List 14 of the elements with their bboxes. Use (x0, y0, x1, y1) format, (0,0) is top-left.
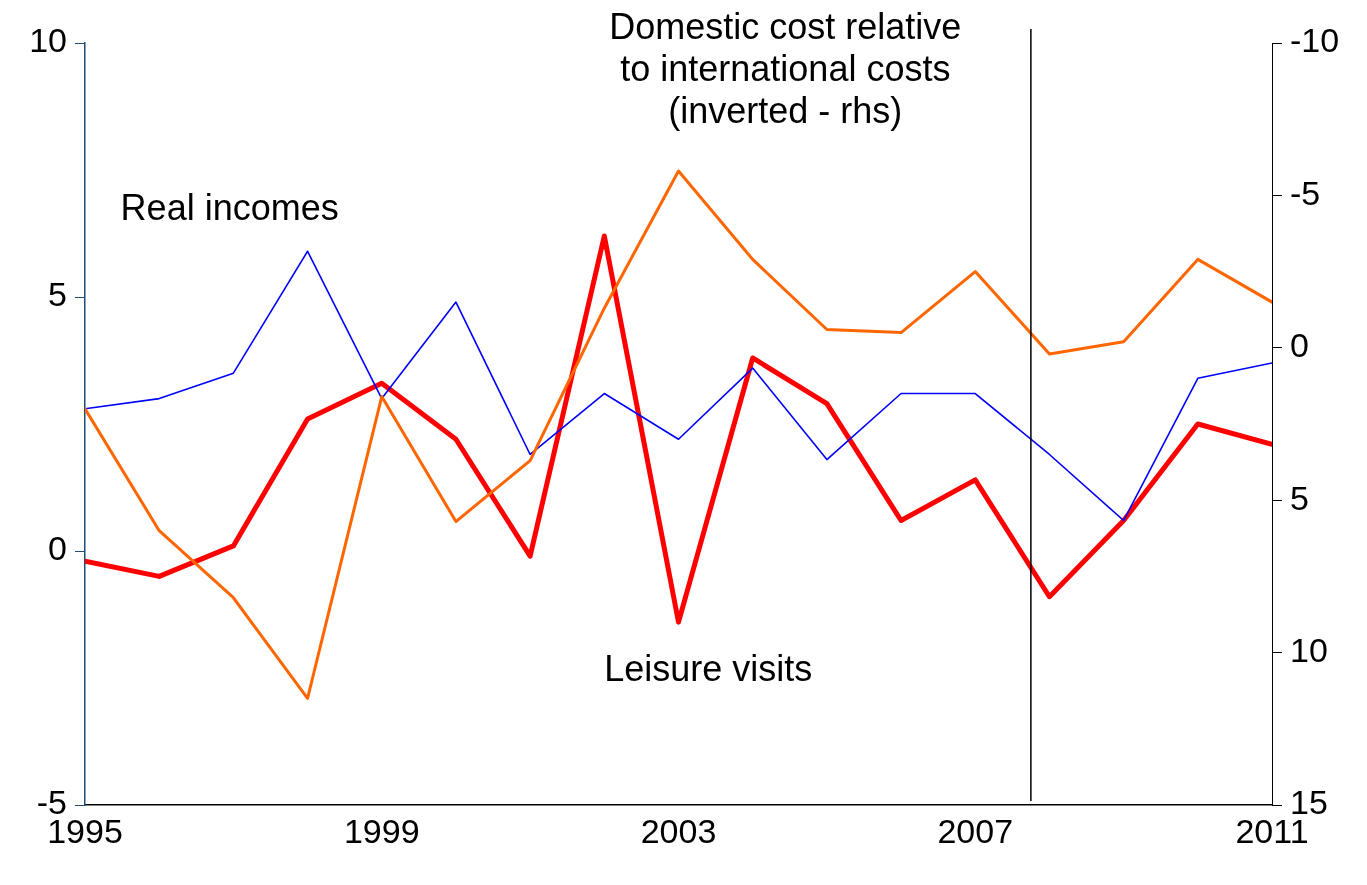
y2-tick-label: 0 (1290, 326, 1309, 365)
x-tick-label: 1999 (343, 811, 420, 850)
y2-tick-label: 5 (1290, 478, 1309, 517)
series-label: Real incomes (120, 186, 339, 228)
text: Domestic cost relative to international costs (inverted - rhs) (609, 5, 962, 131)
x-tick-label: 2007 (937, 811, 1014, 850)
y-tick-label: 10 (29, 21, 67, 60)
y-tick-label: 0 (48, 529, 67, 568)
y2-tick-label: -10 (1290, 21, 1340, 60)
x-tick-label: 2003 (640, 811, 717, 850)
y2-tick-label: 10 (1290, 630, 1328, 669)
y-tick-label: 5 (48, 275, 67, 314)
series-label: Leisure visits (604, 647, 813, 689)
y2-tick-label: -5 (1290, 173, 1321, 212)
